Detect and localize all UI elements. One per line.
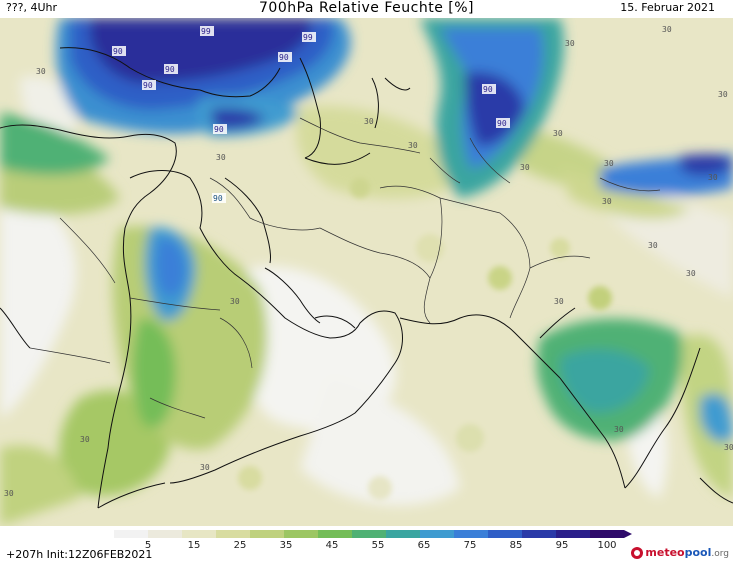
valid-date: 15. Februar 2021 [620,1,715,14]
meteopool-logo-icon [631,546,644,559]
country-borders [29,117,661,419]
contour-label: 99 [201,27,211,36]
colorbar-tick: 15 [187,540,201,551]
humidity-speckle [238,178,612,500]
contour-label: 30 [686,269,696,278]
contour-label: 90 [143,81,153,90]
colorbar-segment [352,530,386,538]
map-footer: 5 15 25 35 45 55 65 75 85 95 100 +207h I… [0,526,733,566]
colorbar-segment [488,530,522,538]
map-title: 700hPa Relative Feuchte [%] [259,0,474,16]
contour-label: 30 [565,39,575,48]
contour-label: 30 [602,197,612,206]
contour-label: 30 [604,159,614,168]
colorbar-tick: 45 [325,540,339,551]
contour-label: 30 [708,173,718,182]
colorbar-segment [284,530,318,538]
map-header: ???, 4Uhr 700hPa Relative Feuchte [%] 15… [0,0,733,18]
contour-labels: 90 90 99 90 90 99 90 90 90 90 30 30 30 3… [4,25,733,498]
run-time-label: ???, 4Uhr [6,1,58,14]
brand-name-part: meteo [645,546,685,559]
colorbar-segment [386,530,420,538]
contour-label: 99 [303,33,313,42]
contour-label: 30 [408,141,418,150]
colorbar-segment [420,530,454,538]
contour-label: 30 [364,117,374,126]
meteopool-brand[interactable]: meteopool.org [631,546,729,559]
colorbar-tick: 5 [144,540,152,551]
contour-label: 30 [36,67,46,76]
coastlines [0,47,733,509]
contour-label: 30 [662,25,672,34]
contour-label: 30 [718,90,728,99]
contour-label: 90 [497,119,507,128]
colorbar-tick: 95 [555,540,569,551]
contour-label: 90 [214,125,224,134]
contour-label: 30 [200,463,210,472]
colorbar-tick: 25 [233,540,247,551]
colorbar-tick: 100 [597,540,617,551]
colorbar-segment [148,530,182,538]
colorbar-segment [250,530,284,538]
contour-label: 90 [113,47,123,56]
colorbar-segment [114,530,148,538]
colorbar-segment [216,530,250,538]
colorbar-tick: 65 [417,540,431,551]
humidity-map: 90 90 99 90 90 99 90 90 90 90 30 30 30 3… [0,18,733,526]
colorbar-tick: 85 [509,540,523,551]
colorbar-tick: 75 [463,540,477,551]
model-run-info: +207h Init:12Z06FEB2021 [6,548,153,561]
contour-label: 30 [520,163,530,172]
colorbar-segment [556,530,590,538]
humidity-map-svg: 90 90 99 90 90 99 90 90 90 90 30 30 30 3… [0,18,733,526]
contour-label: 30 [554,297,564,306]
contour-label: 90 [483,85,493,94]
contour-label: 90 [213,194,223,203]
colorbar-max-arrow [624,530,632,538]
colorbar-segment [522,530,556,538]
colorbar-tick: 55 [371,540,385,551]
contour-label: 90 [165,65,175,74]
contour-label: 30 [230,297,240,306]
colorbar-segment [182,530,216,538]
contour-label: 30 [4,489,14,498]
contour-label: 30 [648,241,658,250]
contour-label: 30 [724,443,733,452]
contour-label: 30 [216,153,226,162]
brand-name-part: pool [684,546,712,559]
humidity-colorbar [114,530,624,538]
brand-domain: .org [711,549,729,559]
contour-label: 30 [80,435,90,444]
contour-label: 90 [279,53,289,62]
colorbar-segment [590,530,624,538]
contour-label: 30 [614,425,624,434]
contour-label: 30 [553,129,563,138]
colorbar-tick: 35 [279,540,293,551]
colorbar-segment [318,530,352,538]
colorbar-segment [454,530,488,538]
